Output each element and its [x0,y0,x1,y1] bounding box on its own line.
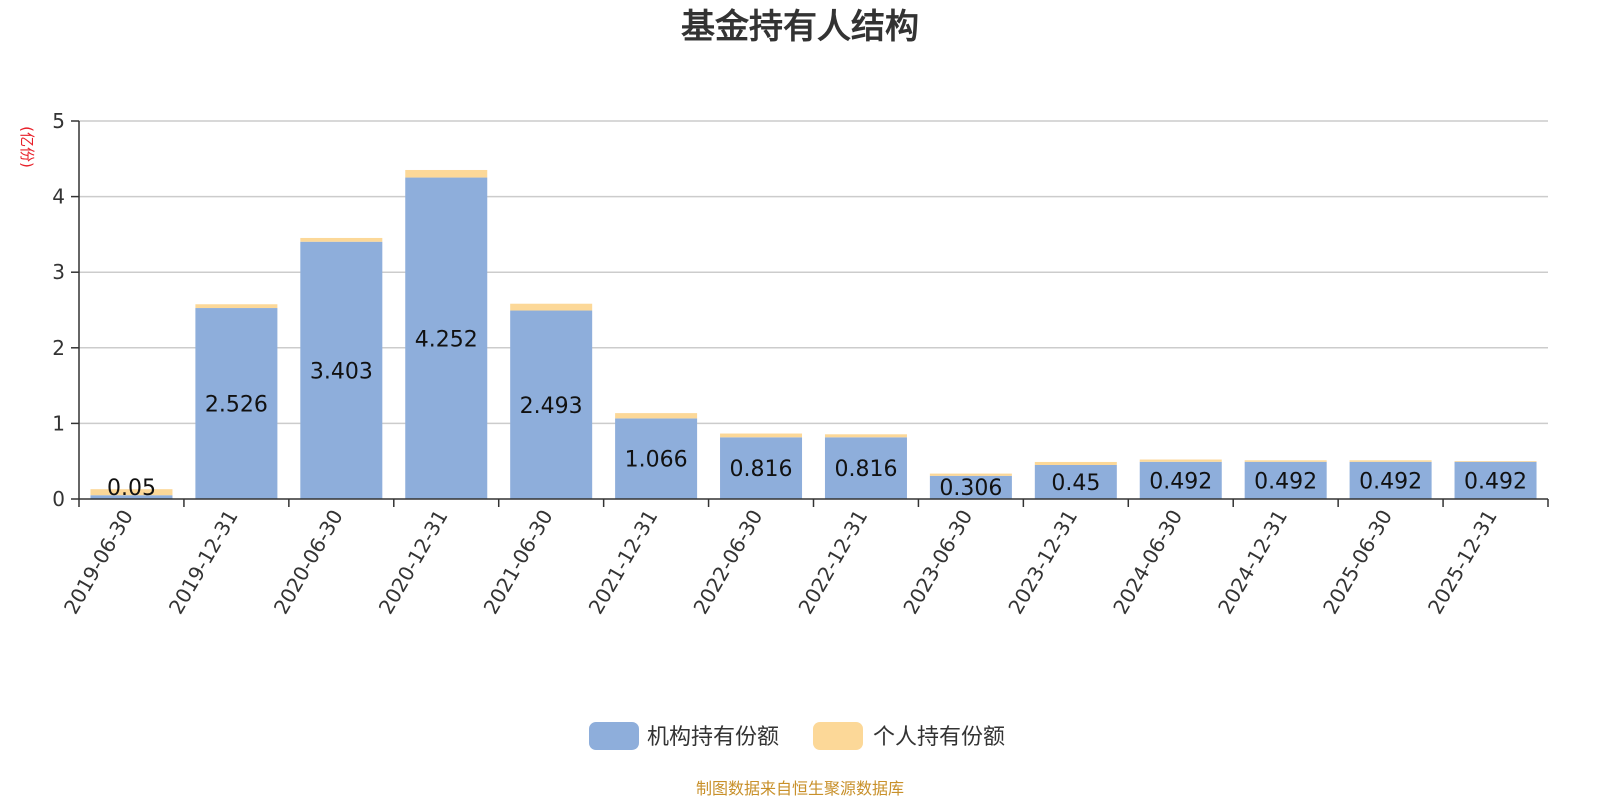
bars [90,169,1537,499]
bar-institutional[interactable] [510,310,593,499]
x-tick-label: 2022-06-30 [688,506,767,619]
data-label: 0.816 [730,457,793,482]
bar-individual[interactable] [929,473,1012,476]
bar-institutional[interactable] [615,418,698,499]
x-tick-label: 2024-12-31 [1213,506,1292,619]
data-label: 0.492 [1464,469,1527,494]
data-label: 0.492 [1359,469,1422,494]
bar-institutional[interactable] [824,437,907,499]
data-label: 2.526 [205,393,268,418]
data-label: 0.05 [107,476,156,501]
bar-individual[interactable] [1244,460,1327,462]
data-label: 0.492 [1254,469,1317,494]
legend-swatch-individual[interactable] [813,722,863,750]
bar-individual[interactable] [195,304,278,309]
bar-institutional[interactable] [405,177,488,499]
bar-institutional[interactable] [1244,461,1327,499]
bar-individual[interactable] [1034,461,1117,465]
x-tick-label: 2021-06-30 [479,506,558,619]
y-tick-label: 1 [52,411,65,435]
y-tick-label: 0 [52,487,65,511]
x-tick-label: 2023-06-30 [898,506,977,619]
bar-individual[interactable] [405,169,488,178]
bar-institutional[interactable] [720,437,803,499]
x-tick-label: 2025-06-30 [1318,506,1397,619]
chart-title: 基金持有人结构 [681,7,919,47]
bar-individual[interactable] [1454,461,1537,462]
x-tick-label: 2020-12-31 [374,506,453,619]
x-tick-label: 2019-06-30 [59,506,138,619]
data-label: 1.066 [625,448,688,473]
legend-swatch-institutional[interactable] [589,722,639,750]
bar-individual[interactable] [720,433,803,438]
x-tick-label: 2023-12-31 [1003,506,1082,619]
data-label: 0.45 [1051,471,1100,496]
bar-institutional[interactable] [1454,461,1537,499]
legend: 机构持有份额 个人持有份额 [589,722,1005,750]
y-tick-label: 5 [52,109,65,133]
bar-institutional[interactable] [300,241,383,499]
y-tick-label: 4 [52,185,65,209]
data-labels: 0.05 2.526 3.403 4.252 2.493 1.066 0.816 0.816 0… [107,327,1527,501]
x-tick-label: 2021-12-31 [584,506,663,619]
data-label: 4.252 [415,327,478,352]
x-tick-label: 2025-12-31 [1423,506,1502,619]
x-tick-label: 2020-06-30 [269,506,348,619]
bar-institutional[interactable] [1139,461,1222,499]
grid-lines [79,120,1548,425]
bar-individual[interactable] [615,413,698,419]
bar-individual[interactable] [300,237,383,242]
bar-institutional[interactable] [929,475,1012,499]
y-axis-unit-label: (亿份) [18,126,36,168]
x-tick-label: 2024-06-30 [1108,506,1187,619]
bar-individual[interactable] [1139,459,1222,462]
data-label: 3.403 [310,359,373,384]
bar-institutional[interactable] [1034,464,1117,499]
bar-individual[interactable] [510,303,593,311]
data-label: 0.306 [939,476,1002,501]
bar-individual[interactable] [1349,460,1432,462]
data-label: 0.492 [1149,469,1212,494]
y-tick-label: 3 [52,260,65,284]
x-tick-label: 2019-12-31 [164,506,243,619]
legend-label-individual[interactable]: 个人持有份额 [873,725,1005,750]
y-tick-label: 2 [52,336,65,360]
bar-institutional[interactable] [1349,461,1432,499]
legend-label-institutional[interactable]: 机构持有份额 [647,725,779,750]
x-tick-label: 2022-12-31 [793,506,872,619]
bar-individual[interactable] [90,489,173,496]
data-label: 0.816 [834,457,897,482]
bar-institutional[interactable] [195,308,278,499]
bar-institutional[interactable] [90,495,173,499]
data-label: 2.493 [520,394,583,419]
source-note: 制图数据来自恒生聚源数据库 [696,779,904,798]
bar-individual[interactable] [824,434,907,438]
